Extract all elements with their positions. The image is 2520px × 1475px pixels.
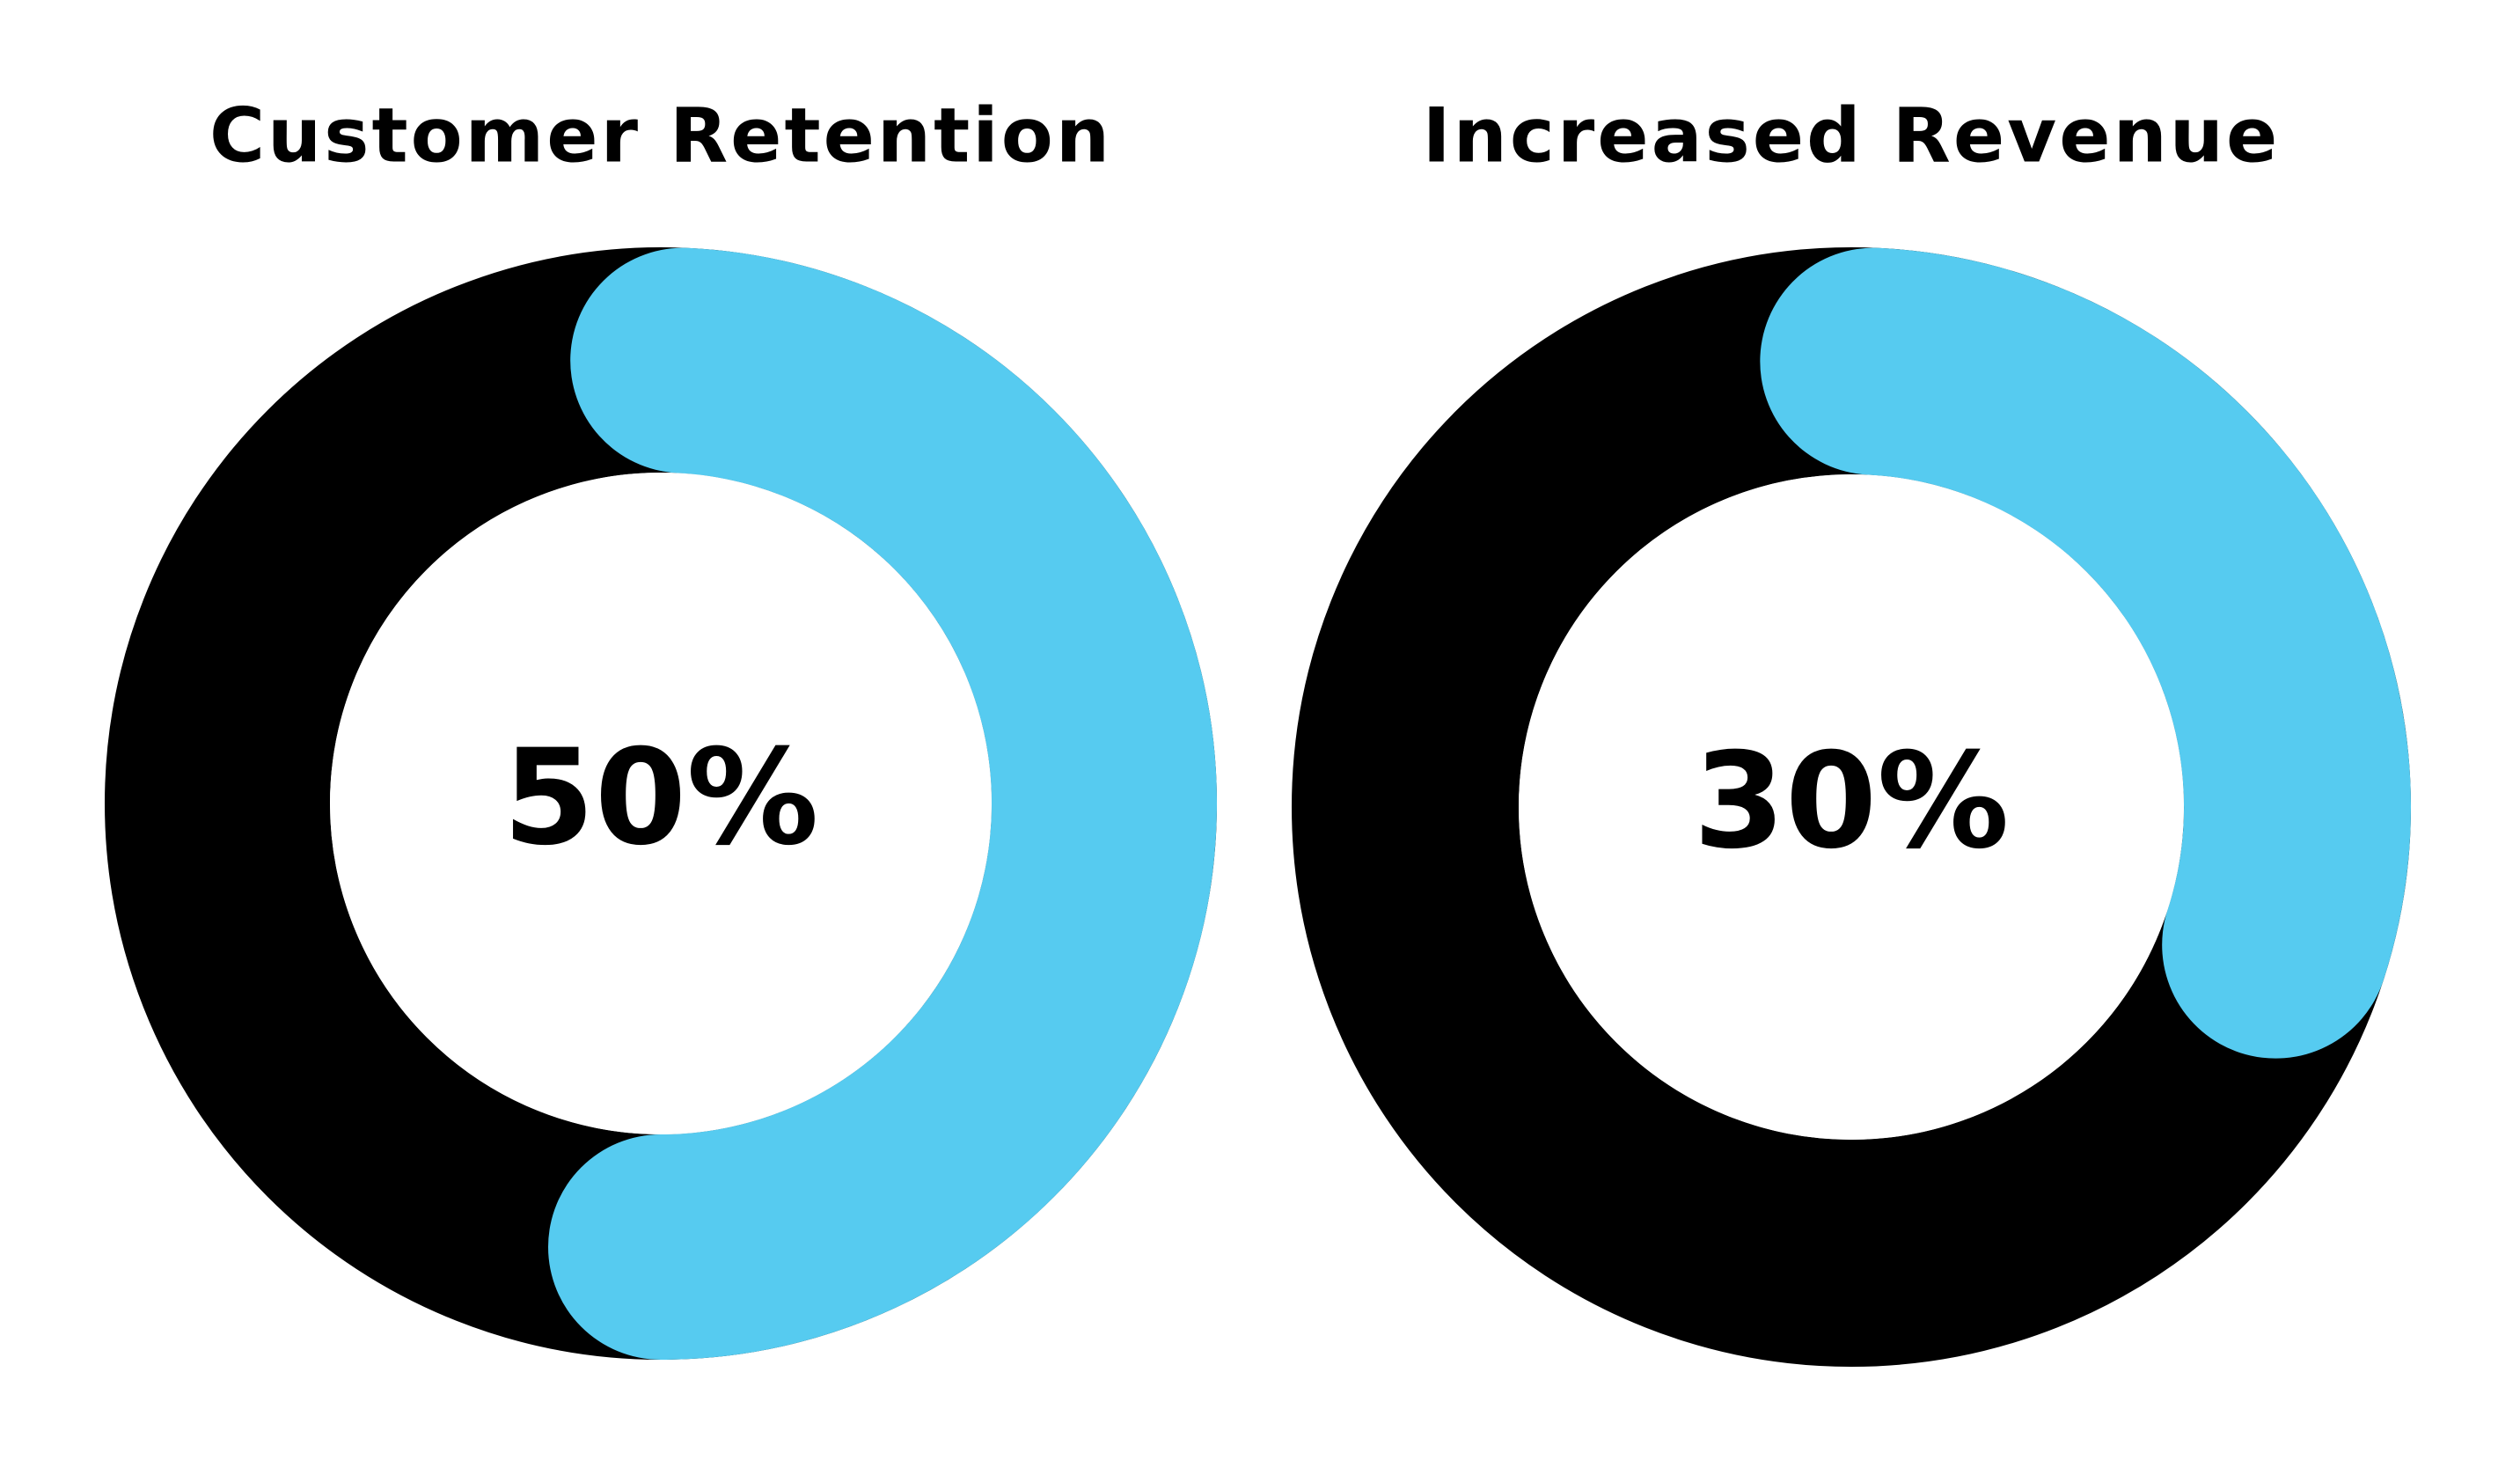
chart-title: Customer Retention <box>209 92 1112 180</box>
chart-title: Increased Revenue <box>1423 92 2281 180</box>
donut-hole <box>330 473 992 1134</box>
donut-arc <box>1760 247 2411 1059</box>
donut-hole <box>1519 474 2184 1140</box>
donut-arc <box>548 247 1217 1360</box>
value-label: 50% <box>502 722 818 875</box>
value-label: 30% <box>1693 725 2009 878</box>
